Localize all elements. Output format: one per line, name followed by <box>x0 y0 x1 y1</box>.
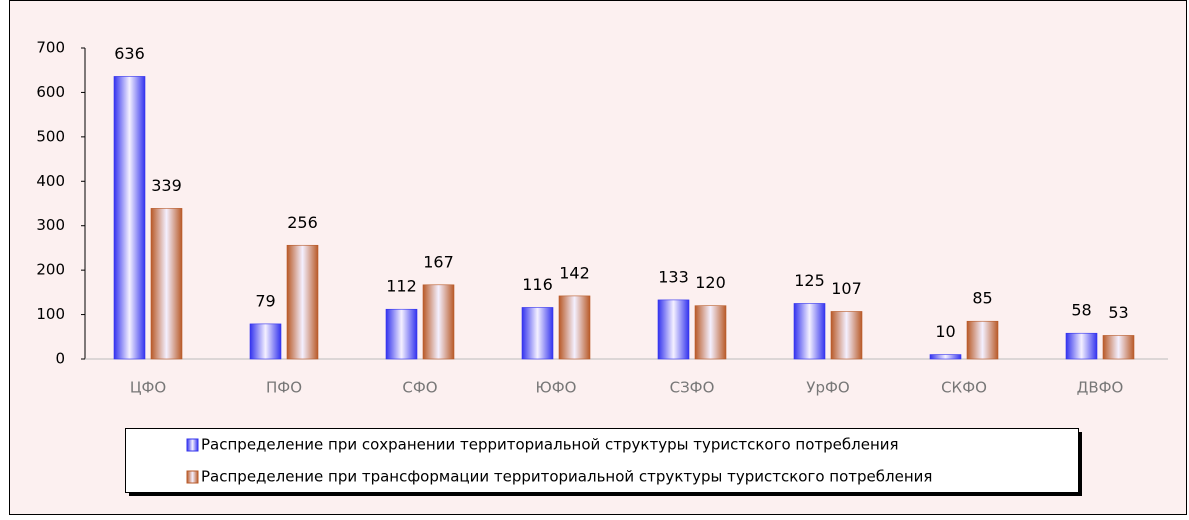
bar <box>830 311 863 360</box>
bar <box>694 305 727 360</box>
bar <box>422 284 455 360</box>
bar <box>966 320 999 360</box>
x-tick-label: ДВФО <box>1077 379 1124 397</box>
bar <box>521 307 554 360</box>
bar <box>385 308 418 360</box>
x-tick-label: ЦФО <box>130 379 166 397</box>
data-label: 53 <box>1108 303 1128 322</box>
y-tick-label: 400 <box>36 172 65 190</box>
bar <box>286 244 319 360</box>
y-tick-label: 0 <box>55 350 65 368</box>
data-label: 10 <box>935 322 955 341</box>
legend-marker <box>186 470 199 484</box>
bar <box>793 303 826 360</box>
legend-marker <box>186 438 199 452</box>
bar <box>113 76 146 360</box>
bar <box>249 323 282 360</box>
data-label: 58 <box>1071 301 1091 320</box>
x-tick-label: СКФО <box>941 379 987 397</box>
y-tick-label: 100 <box>36 305 65 323</box>
legend-label: Распределение при сохранении территориал… <box>201 436 899 454</box>
data-label: 125 <box>794 271 825 290</box>
data-label: 142 <box>559 263 590 282</box>
legend-box <box>125 428 1079 493</box>
bar <box>558 295 591 360</box>
x-tick-label: ЮФО <box>536 379 577 397</box>
data-label: 133 <box>658 267 689 286</box>
data-label: 85 <box>972 289 992 308</box>
data-label: 112 <box>386 277 417 296</box>
bar <box>657 299 690 360</box>
bar <box>150 208 183 360</box>
bar <box>929 354 962 360</box>
x-tick-label: СФО <box>402 379 437 397</box>
data-label: 116 <box>522 275 553 294</box>
y-tick-label: 500 <box>36 127 65 145</box>
data-label: 79 <box>255 291 275 310</box>
y-tick-label: 600 <box>36 83 65 101</box>
y-tick-label: 300 <box>36 216 65 234</box>
bar <box>1065 332 1098 360</box>
data-label: 339 <box>151 176 182 195</box>
data-label: 120 <box>695 273 726 292</box>
y-tick-label: 700 <box>36 39 65 57</box>
x-tick-label: ПФО <box>266 379 302 397</box>
x-tick-label: УрФО <box>806 379 849 397</box>
data-label: 107 <box>831 279 862 298</box>
data-label: 256 <box>287 213 318 232</box>
bar <box>1102 335 1135 360</box>
data-label: 167 <box>423 252 454 271</box>
y-tick-label: 200 <box>36 261 65 279</box>
legend-label: Распределение при трансформации территор… <box>201 468 932 486</box>
x-tick-label: СЗФО <box>670 379 715 397</box>
data-label: 636 <box>114 44 145 63</box>
